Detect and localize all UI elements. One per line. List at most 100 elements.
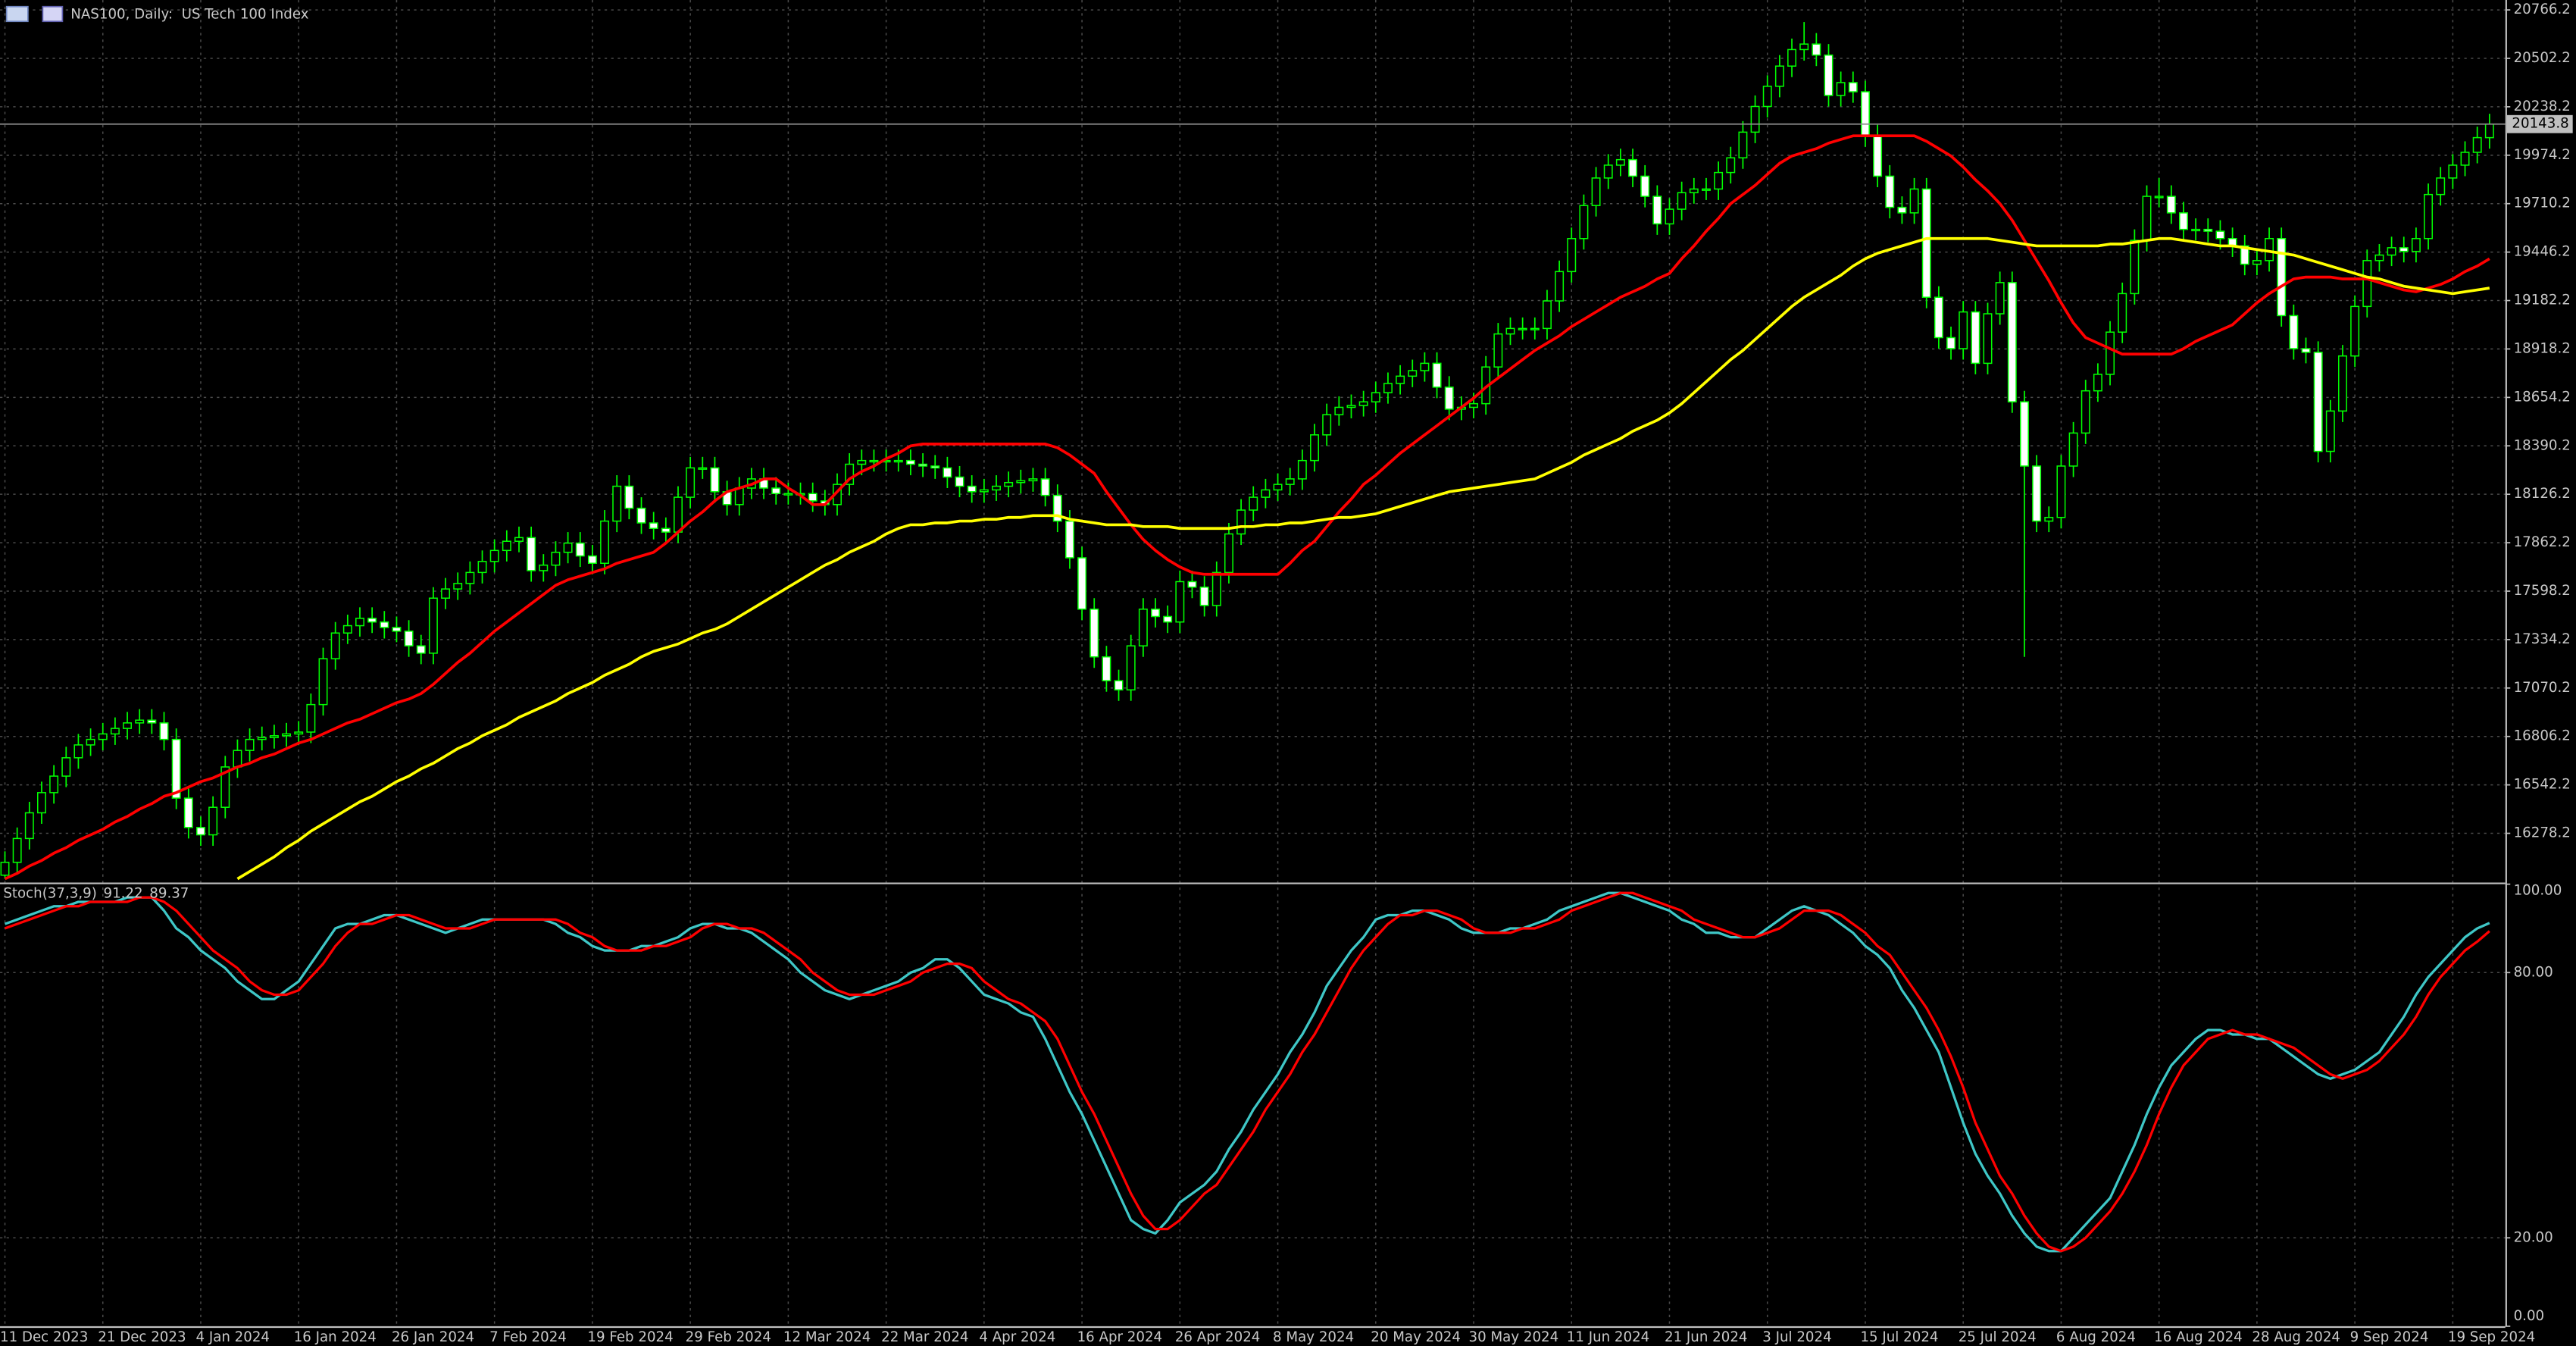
y-tick-label: 16278.2 [2514, 825, 2571, 841]
candle-body [2032, 465, 2042, 522]
x-tick-label: 19 Sep 2024 [2448, 1329, 2535, 1345]
indicator-line [4, 891, 2490, 1253]
candle-body [196, 827, 205, 836]
candle-body [2301, 348, 2311, 353]
indicator-main-value: 91.22 [103, 886, 142, 902]
candle-body [428, 597, 438, 654]
candle-body [636, 507, 646, 524]
candle-body [587, 555, 597, 565]
candle-body [1909, 188, 1919, 214]
y-tick-label: 20238.2 [2514, 99, 2571, 114]
x-tick-label: 28 Aug 2024 [2252, 1329, 2340, 1345]
candle-body [282, 733, 292, 737]
candle-body [2215, 230, 2225, 239]
x-tick-label: 21 Jun 2024 [1665, 1329, 1748, 1345]
candle-body [1579, 205, 1589, 239]
y-tick-label: 17862.2 [2514, 534, 2571, 550]
y-tick-label: 19974.2 [2514, 147, 2571, 163]
y-tick-label: 18654.2 [2514, 389, 2571, 405]
candle-body [783, 493, 793, 496]
candle-body [1542, 300, 1552, 330]
candle-body [2203, 228, 2213, 232]
y-tick-label: 20.00 [2514, 1229, 2553, 1245]
candle-body [1322, 414, 1332, 436]
candle-body [392, 627, 402, 632]
candle-body [1089, 609, 1099, 658]
candle-body [2118, 293, 2127, 333]
candle-body [380, 621, 389, 628]
candle-body [1934, 296, 1943, 339]
candle-body [2265, 238, 2274, 261]
candle-body [73, 744, 83, 759]
candle-body [1016, 480, 1026, 484]
candle-body [1493, 333, 1503, 368]
y-tick-label: 20766.2 [2514, 2, 2571, 17]
candle-body [612, 485, 622, 522]
candle-body [1285, 478, 1295, 485]
x-tick-label: 8 May 2024 [1273, 1329, 1354, 1345]
candle-body [1138, 609, 1148, 646]
candle-body [2240, 245, 2249, 265]
candle-body [2191, 228, 2201, 232]
candle-body [98, 733, 108, 740]
candle-body [1371, 392, 1380, 402]
candle-body [1885, 175, 1895, 208]
candle-body [674, 496, 683, 533]
x-tick-label: 25 Jul 2024 [1959, 1329, 2037, 1345]
candle-body [1995, 282, 2005, 315]
candle-body [1261, 489, 1271, 498]
candle-body [1102, 656, 1111, 681]
x-tick-label: 3 Jul 2024 [1762, 1329, 1831, 1345]
x-tick-label: 29 Feb 2024 [686, 1329, 771, 1345]
candle-body [686, 467, 696, 498]
x-tick-label: 16 Apr 2024 [1077, 1329, 1163, 1345]
candle-body [330, 632, 340, 659]
candle-body [1848, 82, 1858, 92]
candle-body [1346, 405, 1356, 408]
candle-body [1726, 157, 1736, 174]
candle-body [1211, 571, 1221, 606]
candle-body [808, 493, 818, 502]
candle-body [1665, 208, 1674, 225]
candle-body [37, 792, 46, 814]
x-tick-label: 11 Dec 2023 [0, 1329, 88, 1345]
candle-body [905, 459, 915, 465]
candle-body [539, 564, 549, 571]
candle-body [2252, 260, 2262, 265]
x-tick-label: 7 Feb 2024 [489, 1329, 567, 1345]
candle-body [2093, 374, 2102, 392]
candle-body [1199, 586, 1209, 606]
candle-body [649, 522, 658, 530]
candle-body [1628, 158, 1637, 177]
candle-body [527, 537, 536, 571]
candle-body [1897, 206, 1907, 214]
candle-body [1126, 645, 1136, 691]
candle-body [2484, 123, 2494, 139]
candle-body [2106, 331, 2115, 375]
candle-body [1959, 311, 1968, 349]
candle-body [12, 837, 22, 863]
candle-body [1064, 520, 1074, 559]
candle-body [453, 583, 463, 590]
y-tick-label: 80.00 [2514, 964, 2553, 980]
candle-body [698, 467, 708, 470]
indicator-line [4, 891, 2490, 1253]
last-price-label: 20143.8 [2512, 116, 2568, 132]
candle-body [979, 489, 989, 493]
y-tick-label: 20502.2 [2514, 50, 2571, 66]
candle-body [1163, 615, 1173, 623]
candle-body [955, 476, 964, 487]
candle-body [220, 766, 230, 808]
candle-body [1640, 175, 1650, 197]
candle-body [1408, 370, 1418, 377]
candle-body [1249, 496, 1258, 511]
x-tick-label: 4 Apr 2024 [979, 1329, 1055, 1345]
candle-body [1677, 192, 1687, 210]
candle-body [1052, 494, 1062, 522]
candle-body [24, 812, 34, 840]
y-tick-label: 16542.2 [2514, 777, 2571, 793]
candle-body [734, 487, 744, 506]
candle-body [1701, 188, 1711, 191]
candle-body [2399, 247, 2409, 252]
